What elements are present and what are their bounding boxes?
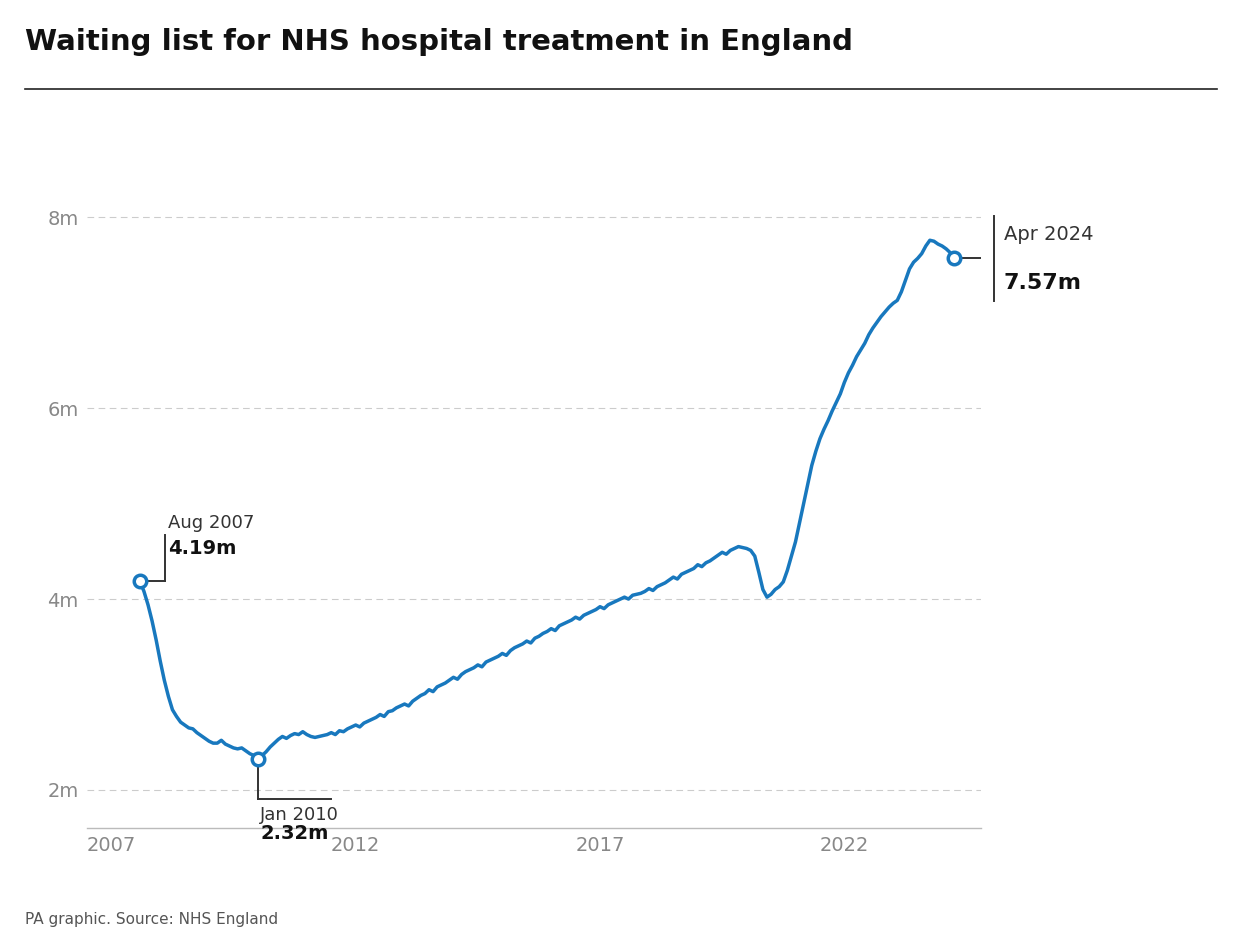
Text: 7.57m: 7.57m — [1004, 273, 1082, 293]
Text: 4.19m: 4.19m — [168, 539, 236, 558]
Text: Waiting list for NHS hospital treatment in England: Waiting list for NHS hospital treatment … — [25, 28, 853, 56]
Text: 2.32m: 2.32m — [261, 824, 329, 843]
Text: Jan 2010: Jan 2010 — [261, 806, 339, 824]
Text: Apr 2024: Apr 2024 — [1004, 225, 1093, 245]
Text: PA graphic. Source: NHS England: PA graphic. Source: NHS England — [25, 912, 278, 927]
Text: Aug 2007: Aug 2007 — [168, 515, 253, 533]
